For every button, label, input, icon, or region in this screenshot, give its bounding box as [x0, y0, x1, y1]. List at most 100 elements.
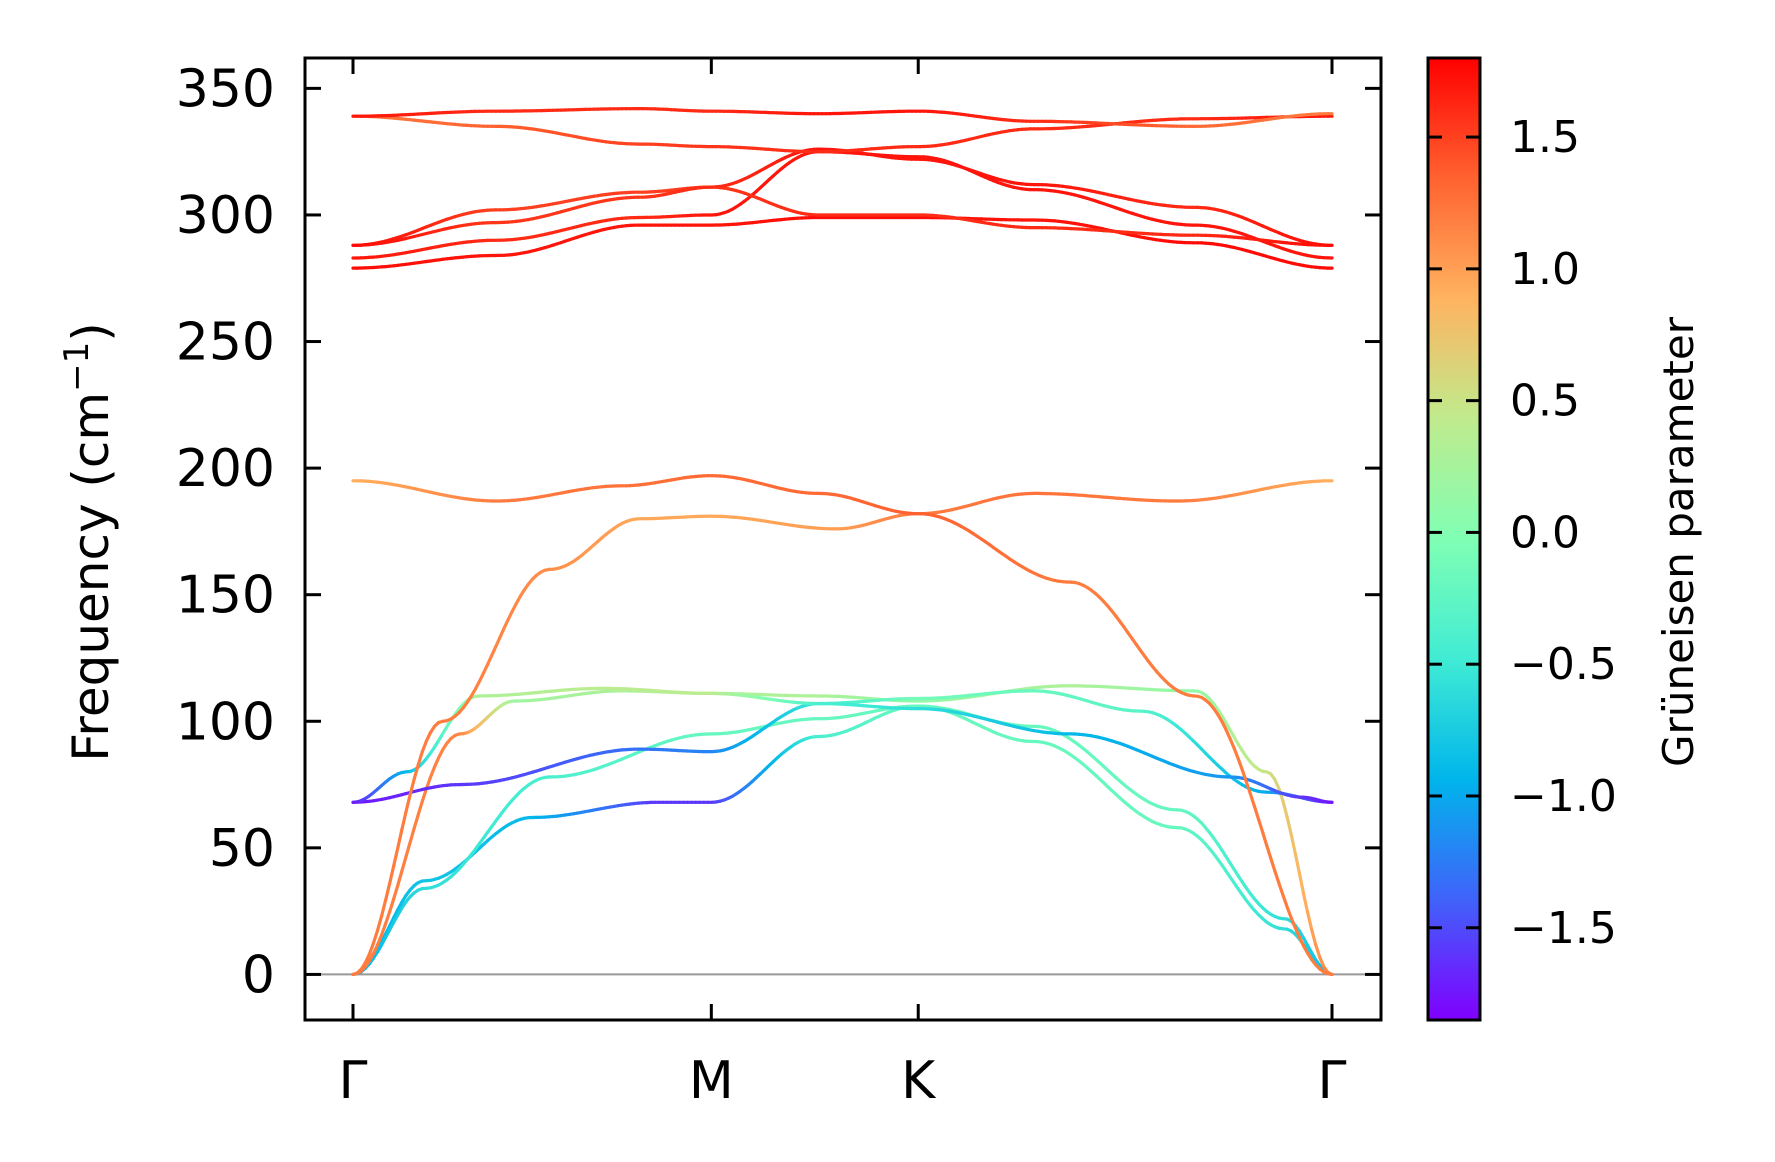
band-segment	[1265, 843, 1273, 860]
band-segment	[400, 855, 408, 873]
band-segment	[416, 799, 424, 817]
colorbar-title: Grüneisen parameter	[1654, 316, 1703, 767]
band-segment	[384, 881, 392, 902]
colorbar-ticks: −1.5 −1.0 −0.5 0.0 0.5 1.0 1.5	[1428, 112, 1617, 954]
y-axis-title-close: )	[62, 322, 120, 342]
band-segment	[371, 928, 380, 946]
band-segment	[1281, 893, 1289, 909]
kpoint-label: Γ	[1318, 1051, 1347, 1111]
y-tick-label: 300	[176, 186, 275, 246]
y-axis-ticks: 0 50 100 150 200 250 300 350	[176, 59, 1381, 1005]
band-high-optical-3	[351, 185, 1334, 247]
band-mid-optical-1	[351, 479, 1334, 977]
colorbar-tick-label: −1.5	[1510, 903, 1617, 954]
y-axis-title-superscript: −1	[57, 342, 97, 392]
colorbar-tick-label: −0.5	[1510, 639, 1617, 690]
band-segment	[384, 909, 392, 926]
y-axis-title: Frequency (cm−1)	[57, 322, 120, 762]
band-segment	[433, 755, 441, 769]
band-segment	[408, 826, 416, 845]
band-segment	[1293, 851, 1302, 875]
kpoint-label: Γ	[339, 1051, 368, 1111]
band-segment	[420, 739, 428, 754]
band-segment	[388, 896, 396, 914]
band-segment	[1244, 780, 1253, 796]
band-segment	[486, 653, 494, 667]
band-segment	[1305, 910, 1314, 932]
y-tick-label: 0	[242, 945, 275, 1005]
band-segment	[1297, 871, 1306, 895]
band-high-optical-1	[351, 215, 1334, 270]
y-tick-label: 250	[176, 313, 275, 373]
band-segment	[490, 644, 498, 658]
band-segment	[408, 777, 416, 797]
band-segment	[404, 840, 412, 859]
plot-frame	[303, 56, 1383, 1022]
y-tick-label: 150	[176, 566, 275, 626]
band-segment	[1281, 799, 1289, 819]
band-segment	[371, 943, 380, 956]
colorbar-tick-label: 1.0	[1510, 244, 1580, 295]
band-segment	[1236, 757, 1244, 772]
y-tick-label: 100	[176, 692, 275, 752]
band-segment	[1309, 927, 1318, 947]
band-segment	[1301, 891, 1310, 914]
band-segment	[1289, 916, 1297, 930]
band-acoustic-2	[351, 704, 1334, 977]
band-segment	[1273, 777, 1281, 791]
band-segment	[1285, 905, 1293, 920]
y-tick-label: 200	[176, 439, 275, 499]
band-segment	[1289, 832, 1297, 856]
colorbar-tick-label: −1.0	[1510, 771, 1617, 822]
band-segment	[1293, 926, 1302, 939]
colorbar-tick-label: 1.5	[1510, 112, 1580, 163]
band-high-optical-4	[351, 147, 1334, 247]
band-segment	[1314, 943, 1322, 960]
band-segment	[380, 922, 388, 937]
y-tick-label: 50	[209, 819, 275, 879]
band-segment	[1285, 815, 1293, 837]
band-segment	[1269, 856, 1277, 873]
band-high-optical-5	[351, 114, 1334, 154]
band-segment	[363, 952, 371, 965]
band-segment	[1228, 736, 1236, 750]
band-segment	[1261, 830, 1269, 848]
band-segment	[1224, 727, 1232, 741]
band-segment	[396, 827, 404, 850]
band-segment	[1240, 768, 1248, 784]
band-segment	[375, 914, 384, 933]
band-segment	[502, 618, 510, 631]
band-segment	[1277, 787, 1285, 804]
y-tick-label: 350	[176, 59, 275, 119]
kpoint-label: M	[689, 1051, 734, 1111]
band-segment	[494, 635, 502, 649]
colorbar	[1426, 56, 1482, 1022]
band-high-optical-6	[351, 106, 1334, 129]
band-segment	[412, 812, 420, 830]
band-segment	[1326, 972, 1334, 977]
band-segment	[367, 941, 375, 956]
band-segment	[412, 762, 420, 781]
band-mid-optical-2	[351, 474, 1334, 977]
colorbar-tick-label: 0.5	[1510, 376, 1580, 427]
band-segment	[1277, 881, 1285, 898]
colorbar-tick-label: 0.0	[1510, 507, 1580, 558]
band-segment	[380, 898, 388, 918]
band-segment	[420, 787, 428, 803]
band-segment	[392, 845, 400, 868]
band-segment	[400, 810, 408, 832]
band-segment	[375, 933, 384, 947]
band-segment	[1252, 804, 1261, 822]
band-segment	[388, 863, 396, 885]
band-low-optical-2	[351, 686, 1334, 804]
band-segment	[1232, 746, 1240, 761]
band-segment	[416, 750, 424, 767]
band-segment	[498, 626, 506, 640]
kpoint-label: K	[901, 1051, 937, 1111]
y-axis-title-text: Frequency (cm	[62, 392, 120, 762]
band-segment	[1318, 955, 1326, 969]
band-segment	[404, 793, 412, 814]
band-segment	[1273, 869, 1281, 886]
